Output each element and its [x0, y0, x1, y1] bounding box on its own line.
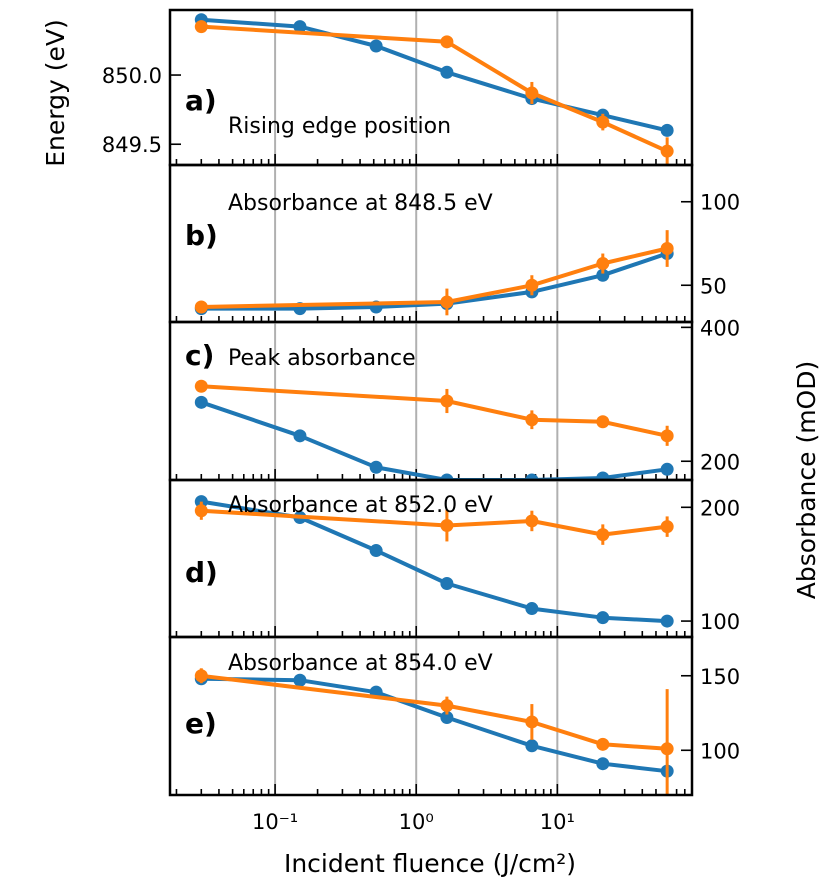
series-1-point [525, 739, 539, 753]
panel-b: 50 100 b) Absorbance at 848.5 eV [168, 163, 740, 324]
series-2-point [440, 394, 454, 408]
series-1-line [201, 676, 668, 774]
y-tick-label: 400 [700, 316, 740, 340]
series-2-point [660, 520, 674, 534]
series-1-point [293, 429, 307, 443]
panel-e: 10⁻¹ 10⁰ 10¹ 100 150 e) Absorbance at 854.0 eV [168, 635, 740, 834]
series-2-point [525, 715, 539, 729]
series-1-point [525, 602, 539, 616]
series-2-point [596, 257, 610, 271]
panel-annotation: Absorbance at 854.0 eV [228, 651, 493, 676]
series-2-point [194, 504, 208, 518]
y-tick-label: 100 [700, 191, 740, 215]
series-2-point [440, 699, 454, 713]
series-2-point [525, 278, 539, 292]
series-2-point [194, 669, 208, 683]
panel-frame [168, 163, 694, 324]
series-2-point [596, 415, 610, 429]
series-group [194, 13, 674, 165]
series-2-point [525, 86, 539, 100]
series-1-point [369, 39, 383, 53]
series-2-point [440, 519, 454, 533]
series-2-point [525, 514, 539, 528]
y-axis-label-left: Energy (eV) [41, 19, 70, 166]
panel-annotation: Absorbance at 852.0 eV [228, 493, 493, 518]
series-1-point [440, 65, 454, 79]
series-1-point [440, 710, 454, 724]
y-tick-label: 200 [700, 450, 740, 474]
series-1-point [596, 611, 610, 625]
panel-a: 849.5 850.0 a) Rising edge position [102, 8, 694, 167]
series-1-point [596, 757, 610, 771]
series-1-point [293, 673, 307, 687]
series-2-point [194, 300, 208, 314]
y-tick-label: 850.0 [102, 64, 162, 88]
panel-frame [168, 635, 694, 797]
series-2-point [440, 35, 454, 49]
series-1-point [369, 544, 383, 558]
series-1-line [200, 400, 668, 480]
series-2-line [201, 384, 668, 438]
panel-frame [168, 8, 694, 167]
series-1-point [369, 460, 383, 474]
series-group [194, 495, 674, 628]
y-axis-label-right: Absorbance (mOD) [792, 361, 821, 599]
panel-d: 100 200 d) Absorbance at 852.0 eV [168, 478, 740, 639]
series-1-point [660, 462, 674, 476]
series-1-point [596, 268, 610, 282]
series-2-point [660, 242, 674, 256]
x-tick-label: 10⁻¹ [252, 810, 298, 834]
series-1-point [660, 614, 674, 628]
panel-letter: c) [185, 339, 214, 372]
series-2-point [660, 742, 674, 756]
y-tick-label: 50 [700, 274, 727, 298]
panels: 849.5 850.0 a) Rising edge position 50 100 b) A… [102, 8, 740, 834]
panel-annotation: Peak absorbance [228, 346, 416, 371]
series-2-point [596, 737, 610, 751]
panel-letter: a) [185, 84, 217, 117]
series-2-point [596, 115, 610, 129]
series-2-point [194, 20, 208, 34]
panel-letter: b) [185, 219, 218, 252]
series-1-point [596, 471, 610, 480]
series-group [194, 230, 674, 316]
panel-letter: d) [185, 556, 218, 589]
series-2-point [440, 295, 454, 309]
panel-annotation: Absorbance at 848.5 eV [228, 191, 493, 216]
series-2-point [596, 528, 610, 542]
x-axis-label: Incident fluence (J/cm²) [284, 849, 576, 878]
panel-annotation: Rising edge position [228, 114, 451, 139]
series-1-point [293, 20, 307, 34]
x-tick-label: 10¹ [540, 810, 575, 834]
series-2-point [194, 379, 208, 393]
series-1-point [194, 395, 208, 409]
series-2-point [525, 413, 539, 427]
y-tick-label: 849.5 [102, 133, 162, 157]
series-1-point [660, 123, 674, 137]
series-2-point [660, 429, 674, 443]
series-1-line [200, 499, 668, 624]
series-1-point [525, 473, 539, 480]
y-tick-label: 100 [700, 739, 740, 763]
series-1-point [440, 473, 454, 480]
series-group [194, 379, 674, 480]
panel-letter: e) [185, 707, 217, 740]
figure-labels: Incident fluence (J/cm²) Energy (eV) Abs… [41, 19, 821, 878]
y-tick-label: 150 [700, 665, 740, 689]
y-tick-label: 200 [700, 496, 740, 520]
x-tick-label: 10⁰ [399, 810, 434, 834]
y-tick-label: 100 [700, 610, 740, 634]
series-1-point [440, 577, 454, 591]
series-2-point [660, 144, 674, 158]
panel-c: 200 400 c) Peak absorbance [168, 316, 740, 482]
series-group [194, 668, 674, 795]
